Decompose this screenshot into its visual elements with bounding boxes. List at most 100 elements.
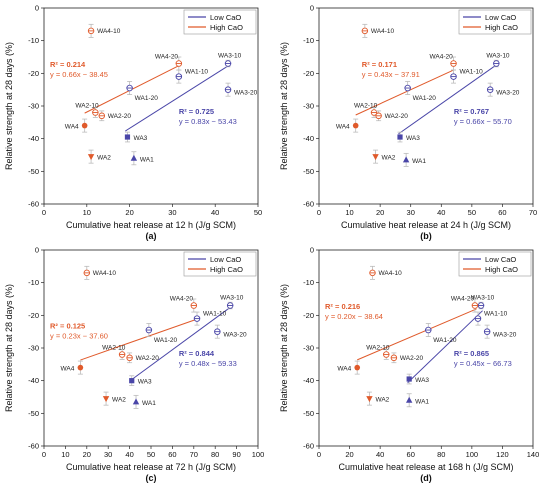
y-tick-label: 0 (35, 4, 39, 13)
point-label: WA3-20 (223, 332, 247, 339)
plot-frame (318, 7, 534, 205)
point-label: WA1 (412, 158, 426, 165)
point-label: WA1-10 (484, 311, 508, 318)
data-point-wa2 (366, 396, 373, 403)
y-tick-label: -40 (28, 376, 39, 385)
x-tick-label: 30 (104, 450, 112, 459)
point-label: WA1 (142, 400, 156, 407)
point-label: WA4 (336, 124, 350, 131)
y-axis-label: Relative strength at 28 days (%) (4, 42, 14, 170)
x-tick-label: 0 (317, 450, 321, 459)
x-tick-label: 20 (376, 208, 384, 217)
legend-box (183, 251, 257, 277)
legend-label-high: High CaO (485, 265, 518, 274)
legend-box (183, 9, 257, 35)
data-point-wa1 (132, 398, 140, 405)
chart-svg: 0 10 20 30 40 50 60 70 0 -10 -20 -30 -40 -50 -60 Cumula… (279, 4, 537, 242)
point-label: WA2-20 (136, 355, 160, 362)
point-label: WA4-20 (170, 296, 194, 303)
point-label: WA1-20 (154, 337, 178, 344)
y-tick-label: -50 (28, 409, 39, 418)
point-label: WA4 (65, 124, 79, 131)
x-tick-label: 60 (498, 208, 506, 217)
x-tick-label: 10 (61, 450, 69, 459)
y-axis-label: Relative strength at 28 days (%) (279, 42, 289, 170)
y-tick-label: -10 (303, 278, 314, 287)
y-tick-label: -50 (303, 409, 314, 418)
y-axis-label: Relative strength at 28 days (%) (279, 284, 289, 412)
x-tick-label: 60 (407, 450, 415, 459)
point-label: WA1-10 (460, 69, 484, 76)
x-tick-label: 20 (345, 450, 353, 459)
point-label: WA4 (337, 366, 351, 373)
panel-a: 0 10 20 30 40 50 0 -10 -20 -30 -40 -50 -60 Cumulative… (0, 0, 275, 242)
data-point-wa3 (129, 378, 135, 384)
x-tick-label: 50 (468, 208, 476, 217)
legend-label-low: Low CaO (210, 13, 241, 22)
y-tick-label: -30 (28, 102, 39, 111)
data-point-wa2 (102, 396, 110, 403)
x-tick-label: 30 (168, 208, 176, 217)
data-point-wa3 (406, 376, 412, 382)
panel-b: 0 10 20 30 40 50 60 70 0 -10 -20 -30 -40 -50 -60 Cumula… (275, 0, 550, 242)
panel-tag: (c) (146, 473, 157, 483)
data-point-wa4 (352, 122, 359, 129)
y-tick-label: -30 (303, 102, 314, 111)
panel-c: 0 10 20 30 40 50 60 70 80 90 100 0 -10 -20 -30 -40 -50 -6… (0, 242, 275, 483)
plot-frame (43, 249, 259, 447)
y-tick-label: -10 (28, 278, 39, 287)
y-tick-label: -20 (303, 69, 314, 78)
data-point-wa3 (397, 134, 403, 140)
fit-equation-high: y = 0.66x − 38.45 (50, 70, 108, 79)
y-tick-label: -50 (303, 167, 314, 176)
point-label: WA2-20 (108, 113, 132, 120)
legend-label-low: Low CaO (210, 255, 241, 264)
legend-label-low: Low CaO (485, 255, 516, 264)
fit-r2-high: R² = 0.216 (325, 302, 360, 311)
legend-box (458, 9, 532, 35)
x-tick-label: 80 (437, 450, 445, 459)
point-label: WA2 (382, 155, 396, 162)
data-point-wa4 (81, 122, 88, 129)
panel-tag: (d) (420, 473, 432, 483)
point-label: WA2-10 (102, 345, 126, 352)
point-label: WA4-10 (371, 28, 395, 35)
y-tick-label: -10 (28, 36, 39, 45)
x-tick-label: 0 (42, 208, 46, 217)
point-label: WA2-20 (385, 113, 409, 120)
data-point-wa4 (354, 364, 361, 371)
fit-r2-high: R² = 0.171 (362, 60, 397, 69)
point-label: WA1-10 (185, 69, 209, 76)
point-label: WA1-20 (135, 95, 159, 102)
data-point-wa4 (77, 364, 84, 371)
x-axis-label: Cumulative heat release at 24 h (J/g SCM… (341, 220, 511, 230)
fit-equation-high: y = 0.43x − 37.91 (362, 70, 420, 79)
y-tick-label: -60 (303, 200, 314, 209)
point-label: WA3 (406, 135, 420, 142)
y-tick-label: -40 (303, 134, 314, 143)
x-tick-label: 120 (496, 450, 509, 459)
point-label: WA3-10 (486, 53, 510, 60)
fit-r2-low: R² = 0.725 (179, 107, 214, 116)
point-label: WA4-10 (379, 270, 403, 277)
x-tick-label: 40 (437, 208, 445, 217)
x-tick-label: 10 (83, 208, 91, 217)
point-label: WA1-10 (203, 311, 227, 318)
point-label: WA3-20 (496, 90, 520, 97)
fit-line-low (129, 305, 233, 382)
point-label: WA2-10 (354, 103, 378, 110)
x-tick-label: 0 (42, 450, 46, 459)
fit-equation-high: y = 0.20x − 38.64 (325, 312, 383, 321)
point-label: WA1 (140, 156, 154, 163)
x-axis-label: Cumulative heat release at 72 h (J/g SCM… (66, 462, 236, 472)
fit-r2-low: R² = 0.865 (454, 349, 489, 358)
fit-r2-low: R² = 0.844 (179, 349, 215, 358)
point-label: WA2 (112, 397, 126, 404)
x-tick-label: 40 (211, 208, 219, 217)
y-axis-label: Relative strength at 28 days (%) (4, 284, 14, 412)
point-label: WA3-10 (220, 295, 244, 302)
x-tick-label: 50 (147, 450, 155, 459)
fit-equation-low: y = 0.83x − 53.43 (179, 117, 237, 126)
point-label: WA2 (97, 155, 111, 162)
point-label: WA3-20 (493, 332, 517, 339)
